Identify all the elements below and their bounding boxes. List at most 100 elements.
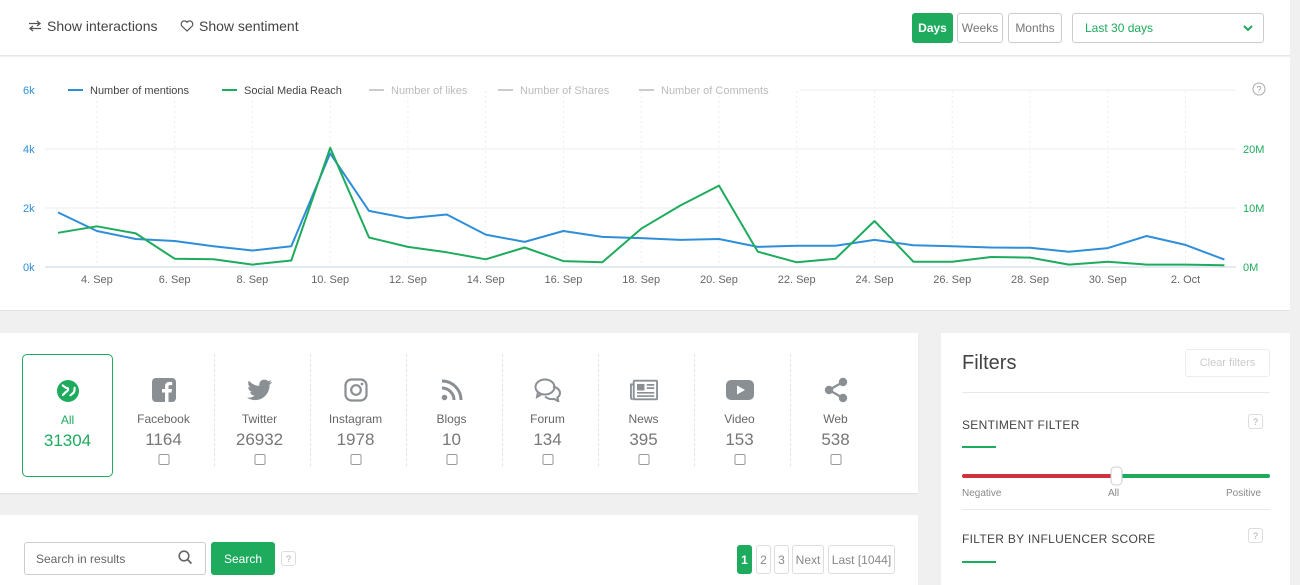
sentiment-positive-label: Positive bbox=[1226, 488, 1262, 499]
chart-help-icon bbox=[1252, 82, 1266, 96]
search-help-icon[interactable]: ? bbox=[281, 551, 296, 566]
sources-card: All 31304 Facebook 1164 Twitter 26932 Instagra… bbox=[0, 333, 918, 493]
source-video[interactable]: Video 153 bbox=[694, 354, 785, 477]
sentiment-slider[interactable] bbox=[962, 466, 1270, 486]
weeks-button[interactable]: Weeks bbox=[957, 13, 1003, 43]
instagram-icon bbox=[342, 376, 370, 404]
source-count: 26932 bbox=[235, 430, 284, 449]
source-instagram[interactable]: Instagram 1978 bbox=[310, 354, 401, 477]
source-checkbox[interactable] bbox=[638, 454, 649, 465]
page-1-button[interactable]: 1 bbox=[737, 545, 752, 574]
legend-item-label: Number of Shares bbox=[520, 85, 610, 97]
source-twitter[interactable]: Twitter 26932 bbox=[214, 354, 305, 477]
source-label: Instagram bbox=[328, 412, 383, 426]
source-separator bbox=[598, 354, 599, 466]
last-page-button[interactable]: Last [1044] bbox=[828, 545, 895, 574]
newspaper-icon bbox=[629, 376, 658, 404]
source-checkbox[interactable] bbox=[446, 454, 457, 465]
source-count: 134 bbox=[533, 430, 562, 449]
y-left-tick-label: 2k bbox=[23, 203, 35, 215]
series-line-mentions bbox=[57, 152, 1225, 261]
show-sentiment-toggle[interactable]: Show sentiment bbox=[180, 18, 299, 34]
legend-item-label: Number of Comments bbox=[661, 85, 769, 97]
x-tick-label: 8. Sep bbox=[236, 274, 268, 286]
source-checkbox[interactable] bbox=[734, 454, 745, 465]
y-left-tick-label: 4k bbox=[23, 144, 35, 156]
page-3-button[interactable]: 3 bbox=[774, 545, 789, 574]
x-tick-label: 30. Sep bbox=[1089, 274, 1127, 286]
divider bbox=[962, 392, 1270, 393]
months-button[interactable]: Months bbox=[1008, 13, 1062, 43]
legend-item-label: Social Media Reach bbox=[244, 85, 342, 97]
filters-title: Filters bbox=[962, 352, 1017, 374]
source-count: 10 bbox=[442, 430, 461, 449]
source-separator bbox=[214, 354, 215, 466]
x-tick-label: 28. Sep bbox=[1011, 274, 1049, 286]
source-label: Web bbox=[823, 412, 848, 426]
source-blogs[interactable]: Blogs 10 bbox=[406, 354, 497, 477]
x-tick-label: 2. Oct bbox=[1171, 274, 1200, 286]
search-button[interactable]: Search bbox=[211, 542, 275, 575]
search-input[interactable] bbox=[24, 542, 206, 575]
chart-help-text: ? bbox=[1256, 85, 1261, 95]
source-checkbox[interactable] bbox=[542, 454, 553, 465]
source-checkbox[interactable] bbox=[830, 454, 841, 465]
y-right-tick-label: 0M bbox=[1243, 262, 1258, 274]
source-separator bbox=[406, 354, 407, 466]
series-line-reach bbox=[57, 146, 1225, 267]
section-underline bbox=[962, 446, 996, 448]
globe-icon bbox=[54, 377, 82, 405]
swap-arrows-icon bbox=[28, 20, 42, 32]
show-interactions-toggle[interactable]: Show interactions bbox=[28, 18, 158, 34]
toolbar: Show interactions Show sentiment Days We… bbox=[0, 0, 1290, 56]
source-forum[interactable]: Forum 134 bbox=[502, 354, 593, 477]
source-news[interactable]: News 395 bbox=[598, 354, 689, 477]
x-tick-label: 16. Sep bbox=[544, 274, 582, 286]
source-count: 1978 bbox=[336, 430, 375, 449]
next-page-button[interactable]: Next bbox=[792, 545, 824, 574]
source-all[interactable]: All 31304 bbox=[22, 354, 113, 477]
source-facebook[interactable]: Facebook 1164 bbox=[118, 354, 209, 477]
source-checkbox[interactable] bbox=[254, 454, 265, 465]
divider bbox=[962, 509, 1270, 510]
play-icon bbox=[725, 376, 754, 404]
y-right-tick-label: 20M bbox=[1243, 144, 1264, 156]
x-tick-label: 22. Sep bbox=[778, 274, 816, 286]
source-separator bbox=[790, 354, 791, 466]
source-label: Video bbox=[724, 412, 755, 426]
facebook-icon bbox=[150, 376, 178, 404]
influencer-help-icon[interactable]: ? bbox=[1248, 528, 1263, 543]
page-2-button[interactable]: 2 bbox=[756, 545, 771, 574]
source-count: 153 bbox=[725, 430, 754, 449]
x-tick-label: 20. Sep bbox=[700, 274, 738, 286]
x-tick-label: 24. Sep bbox=[856, 274, 894, 286]
date-range-value: Last 30 days bbox=[1085, 21, 1154, 35]
source-checkbox[interactable] bbox=[350, 454, 361, 465]
source-checkbox[interactable] bbox=[158, 454, 169, 465]
source-label: All bbox=[60, 413, 75, 427]
source-label: Twitter bbox=[241, 412, 278, 426]
source-label: Facebook bbox=[137, 412, 190, 426]
source-count: 395 bbox=[629, 430, 658, 449]
search-card: Search ? 1 2 3 Next Last [1044] bbox=[0, 515, 918, 585]
x-tick-label: 10. Sep bbox=[311, 274, 349, 286]
y-left-tick-label: 0k bbox=[23, 262, 35, 274]
x-tick-label: 4. Sep bbox=[81, 274, 113, 286]
source-count: 538 bbox=[821, 430, 850, 449]
slider-positive-track bbox=[1116, 474, 1270, 478]
days-button[interactable]: Days bbox=[912, 13, 953, 43]
x-tick-label: 12. Sep bbox=[389, 274, 427, 286]
legend-item-label: Number of likes bbox=[391, 85, 468, 97]
clear-filters-button[interactable]: Clear filters bbox=[1185, 349, 1270, 377]
rss-icon bbox=[438, 376, 466, 404]
source-label: Forum bbox=[530, 412, 565, 426]
slider-handle[interactable] bbox=[1110, 466, 1123, 486]
source-separator bbox=[502, 354, 503, 466]
search-icon[interactable] bbox=[178, 550, 193, 565]
legend-item-label: Number of mentions bbox=[90, 85, 190, 97]
y-right-tick-label: 10M bbox=[1243, 203, 1264, 215]
source-separator bbox=[310, 354, 311, 466]
source-web[interactable]: Web 538 bbox=[790, 354, 881, 477]
date-range-select[interactable]: Last 30 days bbox=[1072, 13, 1264, 43]
sentiment-help-icon[interactable]: ? bbox=[1248, 414, 1263, 429]
